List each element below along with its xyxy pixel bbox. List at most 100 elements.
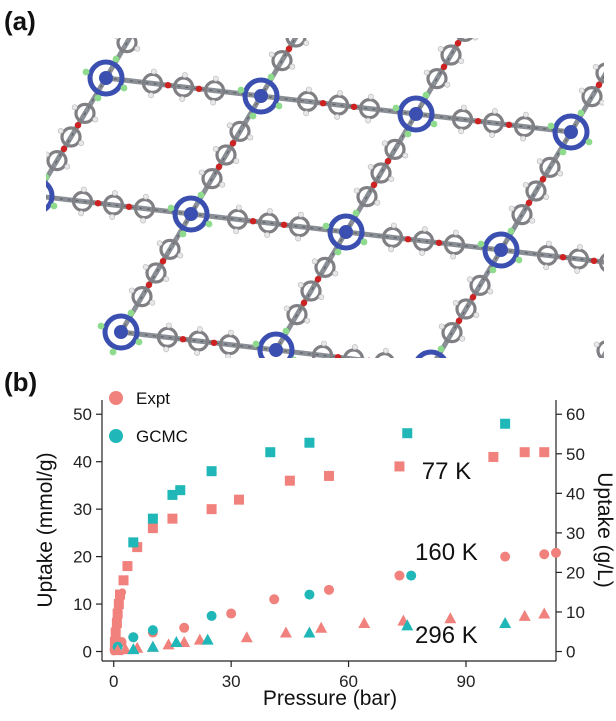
expt-77k-point — [520, 447, 530, 457]
legend-label-gcmc: GCMC — [136, 427, 188, 446]
x-tick-label: 90 — [457, 672, 476, 691]
expt-77k-point — [115, 590, 125, 600]
gcmc-77k-point — [500, 419, 510, 429]
expt-160k-point — [551, 548, 561, 558]
expt-160k-point — [269, 594, 279, 604]
y-tick-label: 40 — [73, 453, 92, 472]
gcmc-296k-point — [202, 634, 214, 645]
expt-296k-point — [519, 610, 531, 621]
data-marks-group — [110, 419, 561, 656]
gcmc-160k-point — [207, 611, 217, 621]
expt-77k-point — [207, 504, 217, 514]
expt-77k-point — [148, 523, 158, 533]
y2-tick-label: 40 — [566, 484, 585, 503]
expt-77k-point — [394, 461, 404, 471]
temperature-label-296k: 296 K — [415, 622, 478, 649]
linker-chain — [431, 250, 501, 358]
linker-chain — [261, 87, 416, 123]
expt-77k-point — [111, 628, 121, 638]
y2-axis-title: Uptake (g/L) — [593, 472, 616, 588]
metal-node — [478, 228, 523, 274]
legend: Expt GCMC — [109, 389, 188, 446]
expt-160k-point — [500, 552, 510, 562]
metal-node — [323, 210, 368, 256]
gcmc-160k-point — [148, 625, 158, 635]
framework-crystal-structure — [46, 38, 604, 358]
y2-tick-label: 20 — [566, 563, 585, 582]
expt-77k-point — [119, 575, 129, 585]
metal-node — [168, 192, 213, 238]
gcmc-296k-point — [303, 627, 315, 638]
gcmc-160k-point — [406, 571, 416, 581]
metal-node — [98, 310, 143, 356]
panel-label-a: (a) — [4, 6, 36, 37]
framework-crystal-structure-image — [46, 38, 604, 358]
y-tick-label: 20 — [73, 548, 92, 567]
expt-296k-point — [241, 631, 253, 642]
y2-tick-label: 0 — [566, 643, 575, 662]
expt-296k-point — [315, 622, 327, 633]
expt-77k-point — [285, 476, 295, 486]
metal-node — [393, 92, 438, 138]
gcmc-77k-point — [265, 447, 275, 457]
expt-160k-point — [324, 585, 334, 595]
expt-77k-point — [167, 514, 177, 524]
legend-label-expt: Expt — [136, 389, 170, 408]
metal-node — [238, 74, 283, 120]
y-tick-label: 30 — [73, 500, 92, 519]
expt-296k-point — [280, 627, 292, 638]
expt-77k-point — [114, 599, 124, 609]
legend-marker-gcmc — [109, 429, 123, 443]
gcmc-296k-point — [147, 641, 159, 652]
y2-tick-label: 10 — [566, 603, 585, 622]
expt-77k-point — [113, 609, 123, 619]
linker-chain — [276, 341, 431, 358]
expt-77k-point — [488, 452, 498, 462]
linker-chain — [191, 205, 346, 241]
expt-160k-point — [394, 571, 404, 581]
gcmc-160k-point — [304, 590, 314, 600]
y-tick-label: 0 — [83, 643, 92, 662]
linker-chain — [416, 105, 571, 141]
linker-chain — [586, 268, 604, 358]
y2-tick-label: 30 — [566, 524, 585, 543]
linker-chain — [121, 323, 276, 358]
metal-node — [548, 110, 593, 156]
x-tick-label: 30 — [222, 672, 241, 691]
expt-296k-point — [358, 617, 370, 628]
linker-chain — [346, 223, 501, 259]
gcmc-77k-point — [304, 438, 314, 448]
expt-77k-point — [324, 471, 334, 481]
expt-77k-point — [539, 447, 549, 457]
linker-chain — [46, 187, 191, 223]
legend-marker-expt — [109, 391, 123, 405]
metal-node — [253, 328, 298, 358]
y2-tick-label: 50 — [566, 445, 585, 464]
x-tick-label: 0 — [109, 672, 118, 691]
expt-296k-point — [538, 608, 550, 619]
metal-node — [83, 56, 128, 102]
expt-160k-point — [179, 623, 189, 633]
linker-chain — [106, 69, 261, 105]
y-axis-title: Uptake (mmol/g) — [34, 452, 57, 607]
gcmc-296k-point — [170, 636, 182, 647]
temperature-label-77k: 77 K — [422, 458, 471, 485]
gcmc-77k-point — [128, 537, 138, 547]
expt-160k-point — [226, 609, 236, 619]
gcmc-160k-point — [128, 632, 138, 642]
expt-77k-point — [122, 561, 132, 571]
gcmc-77k-point — [148, 514, 158, 524]
gcmc-77k-point — [175, 485, 185, 495]
y-tick-label: 10 — [73, 595, 92, 614]
gcmc-77k-point — [207, 466, 217, 476]
x-axis-title: Pressure (bar) — [263, 687, 397, 710]
expt-77k-point — [234, 495, 244, 505]
gcmc-77k-point — [402, 428, 412, 438]
expt-160k-point — [539, 549, 549, 559]
gcmc-296k-point — [499, 617, 511, 628]
y-tick-label: 50 — [73, 405, 92, 424]
expt-77k-point — [112, 618, 122, 628]
y2-tick-label: 60 — [566, 405, 585, 424]
